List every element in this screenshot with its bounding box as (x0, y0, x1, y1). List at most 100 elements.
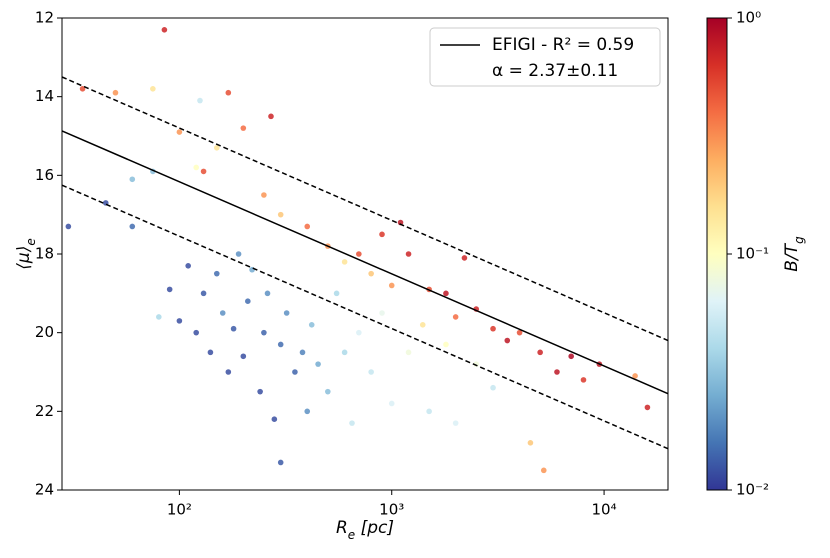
point (225, 89, 232, 96)
point (230, 325, 237, 332)
x-axis-label-main: R (336, 518, 348, 538)
colorbar-label: B/Tg (782, 236, 806, 272)
point (219, 310, 226, 316)
point (197, 97, 203, 104)
point (299, 349, 306, 356)
point (261, 329, 267, 336)
fit-line (62, 76, 668, 342)
point (452, 314, 459, 320)
x-tick-label: 10³ (379, 501, 404, 519)
point (166, 286, 173, 293)
point (490, 325, 496, 332)
x-axis-label-sub: e (348, 528, 355, 542)
point (283, 310, 290, 316)
point (225, 369, 232, 375)
legend-text: α = 2.37±0.11 (492, 61, 618, 81)
legend-text: EFIGI - R² = 0.59 (492, 35, 634, 55)
point (388, 400, 395, 407)
point (632, 373, 638, 379)
x-axis-label-suffix: [pc] (355, 518, 394, 538)
point (368, 270, 374, 277)
point (568, 353, 574, 360)
y-tick-label: 20 (35, 323, 54, 341)
point (379, 231, 385, 238)
point (213, 145, 220, 151)
point (161, 27, 168, 33)
colorbar-label-sub: g (792, 236, 806, 244)
point (379, 310, 385, 316)
point (264, 290, 271, 297)
y-tick-label: 24 (35, 481, 54, 499)
point (308, 322, 315, 328)
point (341, 259, 348, 265)
point (200, 290, 207, 297)
point (176, 318, 183, 324)
point (537, 349, 543, 356)
y-axis-label-sub: e (24, 238, 38, 245)
point (644, 404, 651, 411)
point (268, 113, 274, 120)
y-tick-label: 14 (35, 87, 54, 105)
x-tick-label: 10⁴ (592, 501, 617, 519)
y-axis-label-main: ⟨μ⟩ (14, 246, 34, 270)
point (349, 420, 355, 426)
x-axis-label: Re [pc] (336, 518, 394, 542)
y-tick-label: 12 (35, 9, 54, 27)
point (156, 314, 162, 320)
point (245, 298, 251, 305)
point (461, 255, 468, 261)
point (527, 440, 534, 446)
x-tick-label: 10² (167, 501, 192, 519)
point (341, 349, 348, 356)
point (185, 263, 191, 269)
point (473, 361, 480, 367)
point (129, 223, 136, 230)
point (65, 223, 72, 230)
legend-box (429, 27, 661, 87)
point (213, 270, 220, 277)
point (443, 341, 449, 348)
point (277, 459, 284, 466)
point (426, 408, 432, 415)
point (325, 388, 331, 395)
point (249, 266, 255, 273)
point (150, 86, 156, 92)
points (62, 27, 668, 474)
point (452, 420, 459, 426)
point (193, 164, 200, 171)
point (277, 211, 284, 218)
point (554, 369, 560, 375)
point (240, 125, 247, 131)
y-tick-label: 22 (35, 402, 54, 420)
point (235, 251, 242, 257)
point (580, 377, 587, 383)
point (516, 329, 523, 336)
fit-line (62, 130, 668, 395)
point (200, 168, 207, 175)
point (257, 388, 263, 395)
colorbar-label-main: B/T (782, 242, 802, 271)
point (304, 408, 311, 415)
point (129, 176, 136, 183)
colorbar-tick-label: 10⁰ (736, 9, 761, 27)
point (368, 369, 374, 375)
point (443, 290, 449, 297)
point (315, 361, 321, 367)
point (405, 251, 412, 257)
point (405, 349, 412, 356)
point (261, 192, 267, 198)
point (419, 322, 426, 328)
point (240, 353, 247, 360)
point (277, 341, 284, 348)
point (193, 329, 200, 336)
colorbar-tick-label: 10⁻¹ (736, 245, 769, 263)
point (292, 369, 298, 375)
point (112, 89, 119, 96)
point (304, 223, 311, 230)
point (79, 86, 86, 92)
y-tick-label: 18 (35, 245, 54, 263)
point (207, 349, 214, 356)
point (356, 251, 362, 257)
colorbar (706, 17, 728, 491)
